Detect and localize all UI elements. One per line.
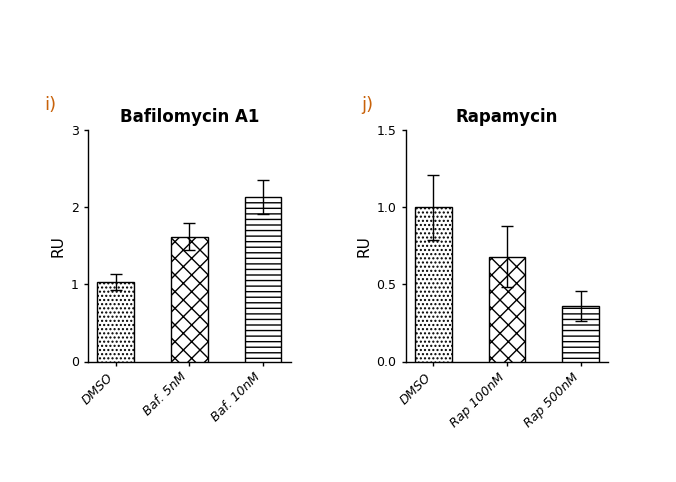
- Bar: [415, 207, 452, 362]
- Text: i): i): [44, 96, 56, 114]
- Title: Rapamycin: Rapamycin: [456, 108, 558, 126]
- Y-axis label: RU: RU: [356, 235, 371, 257]
- Bar: [171, 237, 208, 362]
- Text: j): j): [362, 96, 374, 114]
- Bar: [245, 197, 281, 362]
- Y-axis label: RU: RU: [50, 235, 66, 257]
- Title: Bafilomycin A1: Bafilomycin A1: [120, 108, 259, 126]
- Bar: [97, 282, 134, 362]
- Bar: [489, 256, 525, 362]
- Bar: [562, 306, 599, 362]
